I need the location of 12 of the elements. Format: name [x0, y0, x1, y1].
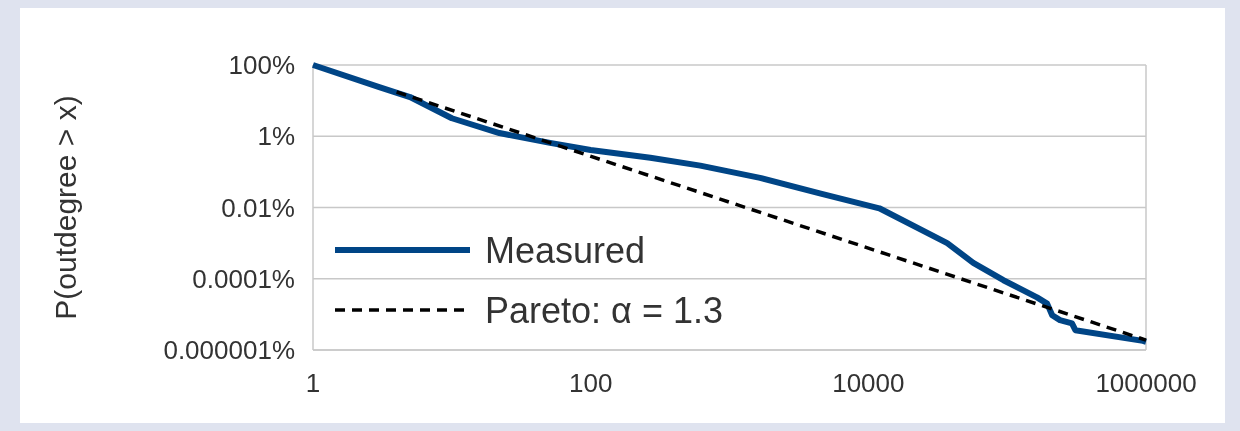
x-tick-label: 1000000 [1095, 368, 1197, 398]
y-tick-label: 0.000001% [163, 335, 295, 365]
x-tick-label: 10000 [832, 368, 905, 398]
y-tick-label: 100% [228, 50, 295, 80]
y-tick-label: 0.01% [221, 192, 295, 223]
x-tick-label: 1 [305, 368, 321, 398]
y-axis-title: P(outdegree > x) [49, 95, 82, 320]
y-tick-label: 1% [257, 121, 295, 152]
legend-label: Pareto: α = 1.3 [485, 289, 723, 331]
legend-label: Measured [485, 229, 646, 271]
y-tick-label: 0.0001% [192, 263, 295, 294]
x-tick-label: 100 [568, 368, 613, 398]
